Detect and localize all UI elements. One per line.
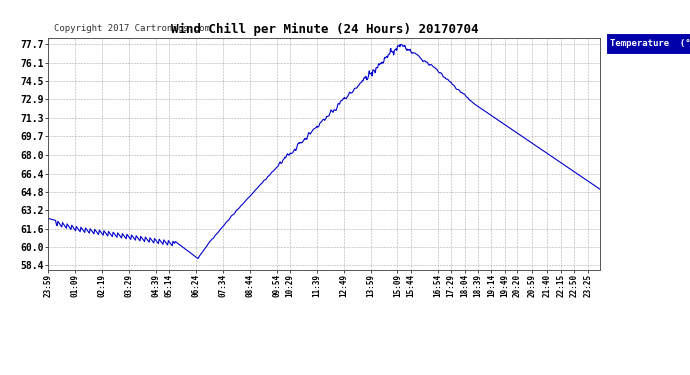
- Title: Wind Chill per Minute (24 Hours) 20170704: Wind Chill per Minute (24 Hours) 2017070…: [170, 23, 478, 36]
- Text: Copyright 2017 Cartronics.com: Copyright 2017 Cartronics.com: [54, 24, 210, 33]
- Text: Temperature  (°F): Temperature (°F): [610, 39, 690, 48]
- FancyBboxPatch shape: [606, 33, 690, 54]
